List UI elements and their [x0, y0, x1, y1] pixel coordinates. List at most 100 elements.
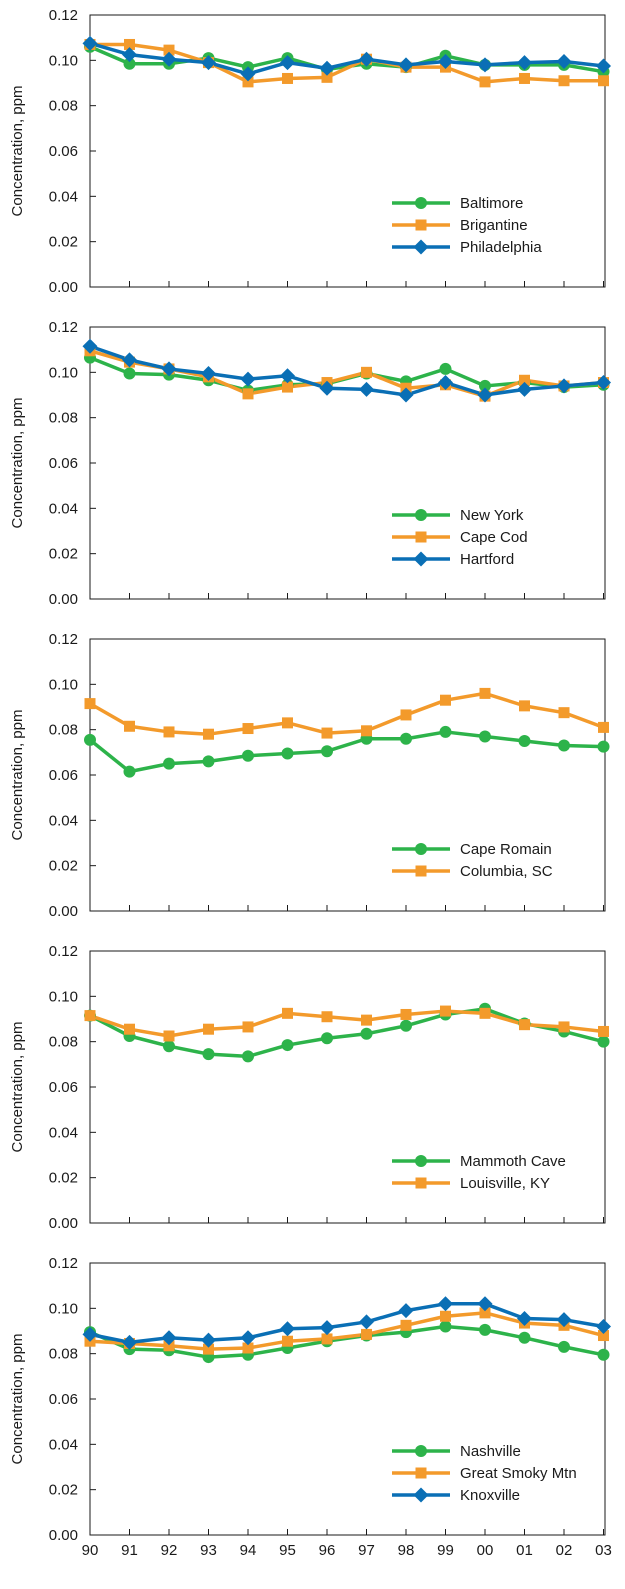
- y-tick-label: 0.00: [49, 903, 78, 920]
- y-tick-label: 0.10: [49, 364, 78, 381]
- data-point-columbia-sc: [361, 725, 372, 737]
- y-tick-label: 0.02: [49, 1482, 78, 1499]
- data-point-cape-romain: [163, 757, 175, 770]
- y-tick-label: 0.10: [49, 1300, 78, 1317]
- chart-panel-5: 0.00 0.02 0.04 0.06 0.08 0.10 0.12 90 91 92 93 94 95…: [9, 1255, 612, 1559]
- y-tick-label: 0.10: [49, 988, 78, 1005]
- legend-marker: [415, 1445, 427, 1457]
- data-point-philadelphia: [82, 35, 98, 51]
- data-point-hartford: [359, 381, 374, 397]
- data-point-louisville-ky: [361, 1014, 372, 1026]
- legend-label: Louisville, KY: [460, 1175, 550, 1192]
- legend-label: Columbia, SC: [460, 863, 553, 880]
- data-point-cape-cod: [519, 374, 530, 386]
- data-point-knoxville: [438, 1296, 453, 1312]
- y-tick-label: 0.00: [49, 279, 78, 296]
- data-point-brigantine: [124, 38, 135, 50]
- data-point-louisville-ky: [282, 1007, 293, 1019]
- series-line-great-smoky-mtn: [89, 1311, 604, 1351]
- y-tick-label: 0.08: [49, 1346, 78, 1363]
- legend-marker: [415, 1155, 427, 1167]
- data-point-columbia-sc: [479, 687, 491, 699]
- legend-label: Mammoth Cave: [460, 1153, 566, 1170]
- data-point-columbia-sc: [440, 694, 451, 706]
- data-point-baltimore: [123, 57, 136, 70]
- y-axis-label: Concentration, ppm: [9, 1334, 26, 1465]
- data-point-nashville: [439, 1320, 452, 1333]
- data-point-hartford: [438, 375, 453, 391]
- data-point-columbia-sc: [558, 707, 570, 719]
- plot-frame: [89, 1262, 606, 1536]
- data-point-knoxville: [596, 1318, 611, 1334]
- y-axis-label: Concentration, ppm: [9, 398, 26, 529]
- legend-marker: [415, 1467, 427, 1479]
- y-tick-label: 0.04: [49, 1436, 78, 1453]
- data-point-philadelphia: [319, 60, 335, 76]
- data-point-columbia-sc: [242, 723, 254, 735]
- legend-marker: [415, 219, 427, 231]
- data-point-mammoth-cave: [163, 1040, 175, 1053]
- y-tick-label: 0.04: [49, 812, 78, 829]
- y-tick-label: 0.08: [49, 722, 78, 739]
- data-point-louisville-ky: [321, 1011, 333, 1023]
- data-point-louisville-ky: [440, 1005, 451, 1017]
- data-point-brigantine: [321, 71, 333, 83]
- data-point-brigantine: [242, 76, 254, 88]
- data-point-hartford: [201, 365, 216, 381]
- y-tick-label: 0.02: [49, 858, 78, 875]
- chart-panel-4: 0.00 0.02 0.04 0.06 0.08 0.10 0.12 Concentratio…: [9, 943, 610, 1232]
- data-point-knoxville: [359, 1314, 374, 1330]
- x-tick-label: 93: [200, 1542, 217, 1559]
- data-point-hartford: [556, 378, 572, 394]
- data-point-philadelphia: [122, 47, 137, 63]
- data-point-cape-romain: [558, 739, 570, 752]
- data-point-mammoth-cave: [242, 1050, 254, 1063]
- x-tick-label: 92: [161, 1542, 178, 1559]
- data-point-cape-romain: [439, 725, 452, 738]
- x-tick-label: 00: [477, 1542, 494, 1559]
- legend-marker: [415, 843, 427, 855]
- data-point-hartford: [161, 361, 177, 377]
- data-point-knoxville: [477, 1296, 493, 1312]
- data-point-columbia-sc: [203, 728, 214, 740]
- data-point-great-smoky-mtn: [598, 1330, 609, 1342]
- data-point-cape-cod: [242, 388, 254, 400]
- data-point-louisville-ky: [242, 1021, 254, 1033]
- x-tick-label: 91: [121, 1542, 138, 1559]
- data-point-great-smoky-mtn: [479, 1307, 491, 1319]
- y-tick-label: 0.08: [49, 1034, 78, 1051]
- x-tick-label: 96: [319, 1542, 336, 1559]
- legend-marker: [415, 509, 427, 521]
- data-point-hartford: [122, 352, 137, 368]
- legend-marker: [415, 531, 427, 543]
- data-point-columbia-sc: [84, 698, 96, 710]
- y-tick-label: 0.10: [49, 52, 78, 69]
- data-point-mammoth-cave: [400, 1019, 412, 1032]
- y-axis-label: Concentration, ppm: [9, 710, 26, 841]
- data-point-cape-romain: [479, 730, 491, 743]
- y-tick-label: 0.04: [49, 1124, 78, 1141]
- y-tick-label: 0.02: [49, 234, 78, 251]
- data-point-knoxville: [122, 1334, 137, 1350]
- data-point-hartford: [82, 338, 98, 354]
- data-point-cape-romain: [597, 740, 610, 753]
- data-point-knoxville: [201, 1332, 216, 1348]
- y-tick-label: 0.00: [49, 591, 78, 608]
- y-tick-label: 0.02: [49, 546, 78, 563]
- series-line-louisville-ky: [89, 1009, 604, 1038]
- y-tick-label: 0.06: [49, 1079, 78, 1096]
- chart-panel-1: 0.00 0.02 0.04 0.06 0.08 0.10 0.12 Concentratio…: [9, 7, 611, 296]
- y-tick-label: 0.06: [49, 767, 78, 784]
- data-point-philadelphia: [240, 66, 256, 82]
- data-point-hartford: [477, 387, 493, 403]
- legend-marker: [413, 1487, 429, 1503]
- data-point-hartford: [319, 380, 335, 396]
- data-point-cape-cod: [361, 366, 372, 378]
- data-point-cape-romain: [321, 745, 333, 758]
- legend-marker: [415, 865, 427, 877]
- data-point-philadelphia: [517, 55, 532, 71]
- data-point-hartford: [398, 387, 414, 403]
- data-point-great-smoky-mtn: [400, 1319, 412, 1331]
- y-axis-label: Concentration, ppm: [9, 86, 26, 217]
- y-tick-label: 0.12: [49, 1255, 78, 1272]
